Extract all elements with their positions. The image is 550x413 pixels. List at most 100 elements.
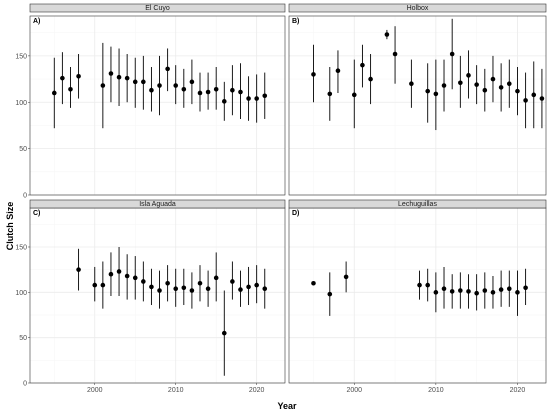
panel-background-isla-aguada (30, 208, 285, 383)
data-point (327, 291, 333, 297)
data-point (368, 76, 373, 82)
data-point (76, 73, 81, 79)
data-point (116, 269, 122, 274)
facet-strip-el-cuyo (29, 3, 286, 13)
data-point (141, 79, 146, 85)
data-point (238, 287, 243, 292)
x-tick-label: 2010 (168, 387, 184, 394)
facet-title-el-cuyo: El Cuyo (145, 5, 170, 12)
data-point (311, 72, 316, 77)
data-point (246, 284, 251, 290)
x-tick-label: 2010 (428, 387, 444, 394)
data-point (498, 85, 504, 90)
data-point (458, 80, 463, 86)
data-point (498, 287, 504, 292)
data-point (60, 75, 65, 81)
data-point (254, 96, 259, 101)
facet-strip-isla-aguada (29, 199, 286, 209)
data-point (189, 288, 195, 293)
data-point (124, 75, 130, 81)
data-point (116, 74, 122, 80)
x-tick-label: 2000 (87, 387, 103, 394)
data-point (327, 91, 333, 97)
data-point (262, 286, 268, 291)
data-point (197, 280, 203, 286)
data-point (441, 286, 447, 291)
data-point (531, 92, 537, 98)
data-point (173, 83, 179, 88)
data-point (100, 83, 106, 88)
x-axis-title: Year (277, 401, 297, 411)
data-point (124, 273, 130, 279)
data-point (149, 284, 154, 290)
data-point (254, 282, 259, 288)
data-point (449, 51, 455, 57)
data-point (482, 87, 488, 93)
panel-tag-lechuguillas: D) (292, 210, 299, 217)
facet-strip-lechuguillas (288, 199, 547, 209)
panel-background-lechuguillas (289, 208, 546, 383)
data-point (523, 285, 528, 291)
data-point (108, 271, 114, 277)
x-tick-label: 2000 (346, 387, 362, 394)
data-point (311, 280, 316, 286)
data-point (141, 279, 146, 284)
data-point (449, 289, 455, 294)
data-point (458, 288, 463, 293)
panel-background-el-cuyo (30, 16, 285, 195)
panel-tag-holbox: B) (292, 18, 299, 25)
facet-strip-holbox (288, 3, 547, 13)
panel-tag-el-cuyo: A) (33, 18, 40, 25)
y-tick-label: 150 (15, 244, 27, 251)
data-point (205, 89, 211, 95)
data-point (92, 282, 98, 288)
x-tick-label: 2020 (249, 387, 265, 394)
data-point (221, 330, 227, 336)
data-point (76, 267, 81, 272)
y-tick-label: 0 (23, 193, 27, 200)
data-point (515, 290, 520, 295)
data-point (482, 288, 488, 293)
y-tick-label: 50 (19, 335, 27, 342)
data-point (68, 86, 73, 92)
facet-title-holbox: Holbox (407, 5, 429, 12)
data-point (417, 282, 422, 288)
data-point (189, 79, 195, 85)
y-axis-title: Clutch Size (5, 202, 15, 251)
data-point (213, 275, 219, 281)
data-point (230, 279, 235, 284)
panel-tag-isla-aguada: C) (33, 210, 40, 217)
data-point (466, 289, 471, 294)
y-tick-label: 50 (19, 146, 27, 153)
data-point (466, 73, 471, 78)
data-point (335, 68, 341, 74)
data-point (213, 86, 219, 92)
data-point (238, 89, 243, 95)
data-point (409, 81, 414, 87)
data-point (132, 79, 138, 85)
data-point (490, 76, 496, 82)
data-point (506, 81, 512, 87)
data-point (51, 90, 57, 96)
data-point (165, 66, 170, 72)
data-point (474, 290, 479, 296)
data-point (246, 96, 251, 101)
panel-border-el-cuyo (29, 15, 286, 196)
data-point (157, 83, 162, 88)
data-point (490, 290, 496, 295)
data-point (433, 91, 439, 97)
data-point (149, 87, 154, 93)
data-point (506, 286, 512, 291)
data-point (230, 87, 235, 93)
x-tick-label: 2020 (510, 387, 526, 394)
data-point (539, 96, 545, 101)
facet-title-lechuguillas: Lechuguillas (398, 201, 437, 208)
data-point (181, 86, 187, 92)
data-point (108, 71, 114, 76)
data-point (205, 286, 211, 291)
data-point (221, 99, 227, 104)
panel-border-holbox (288, 15, 547, 196)
data-point (441, 83, 447, 88)
data-point (515, 88, 520, 94)
